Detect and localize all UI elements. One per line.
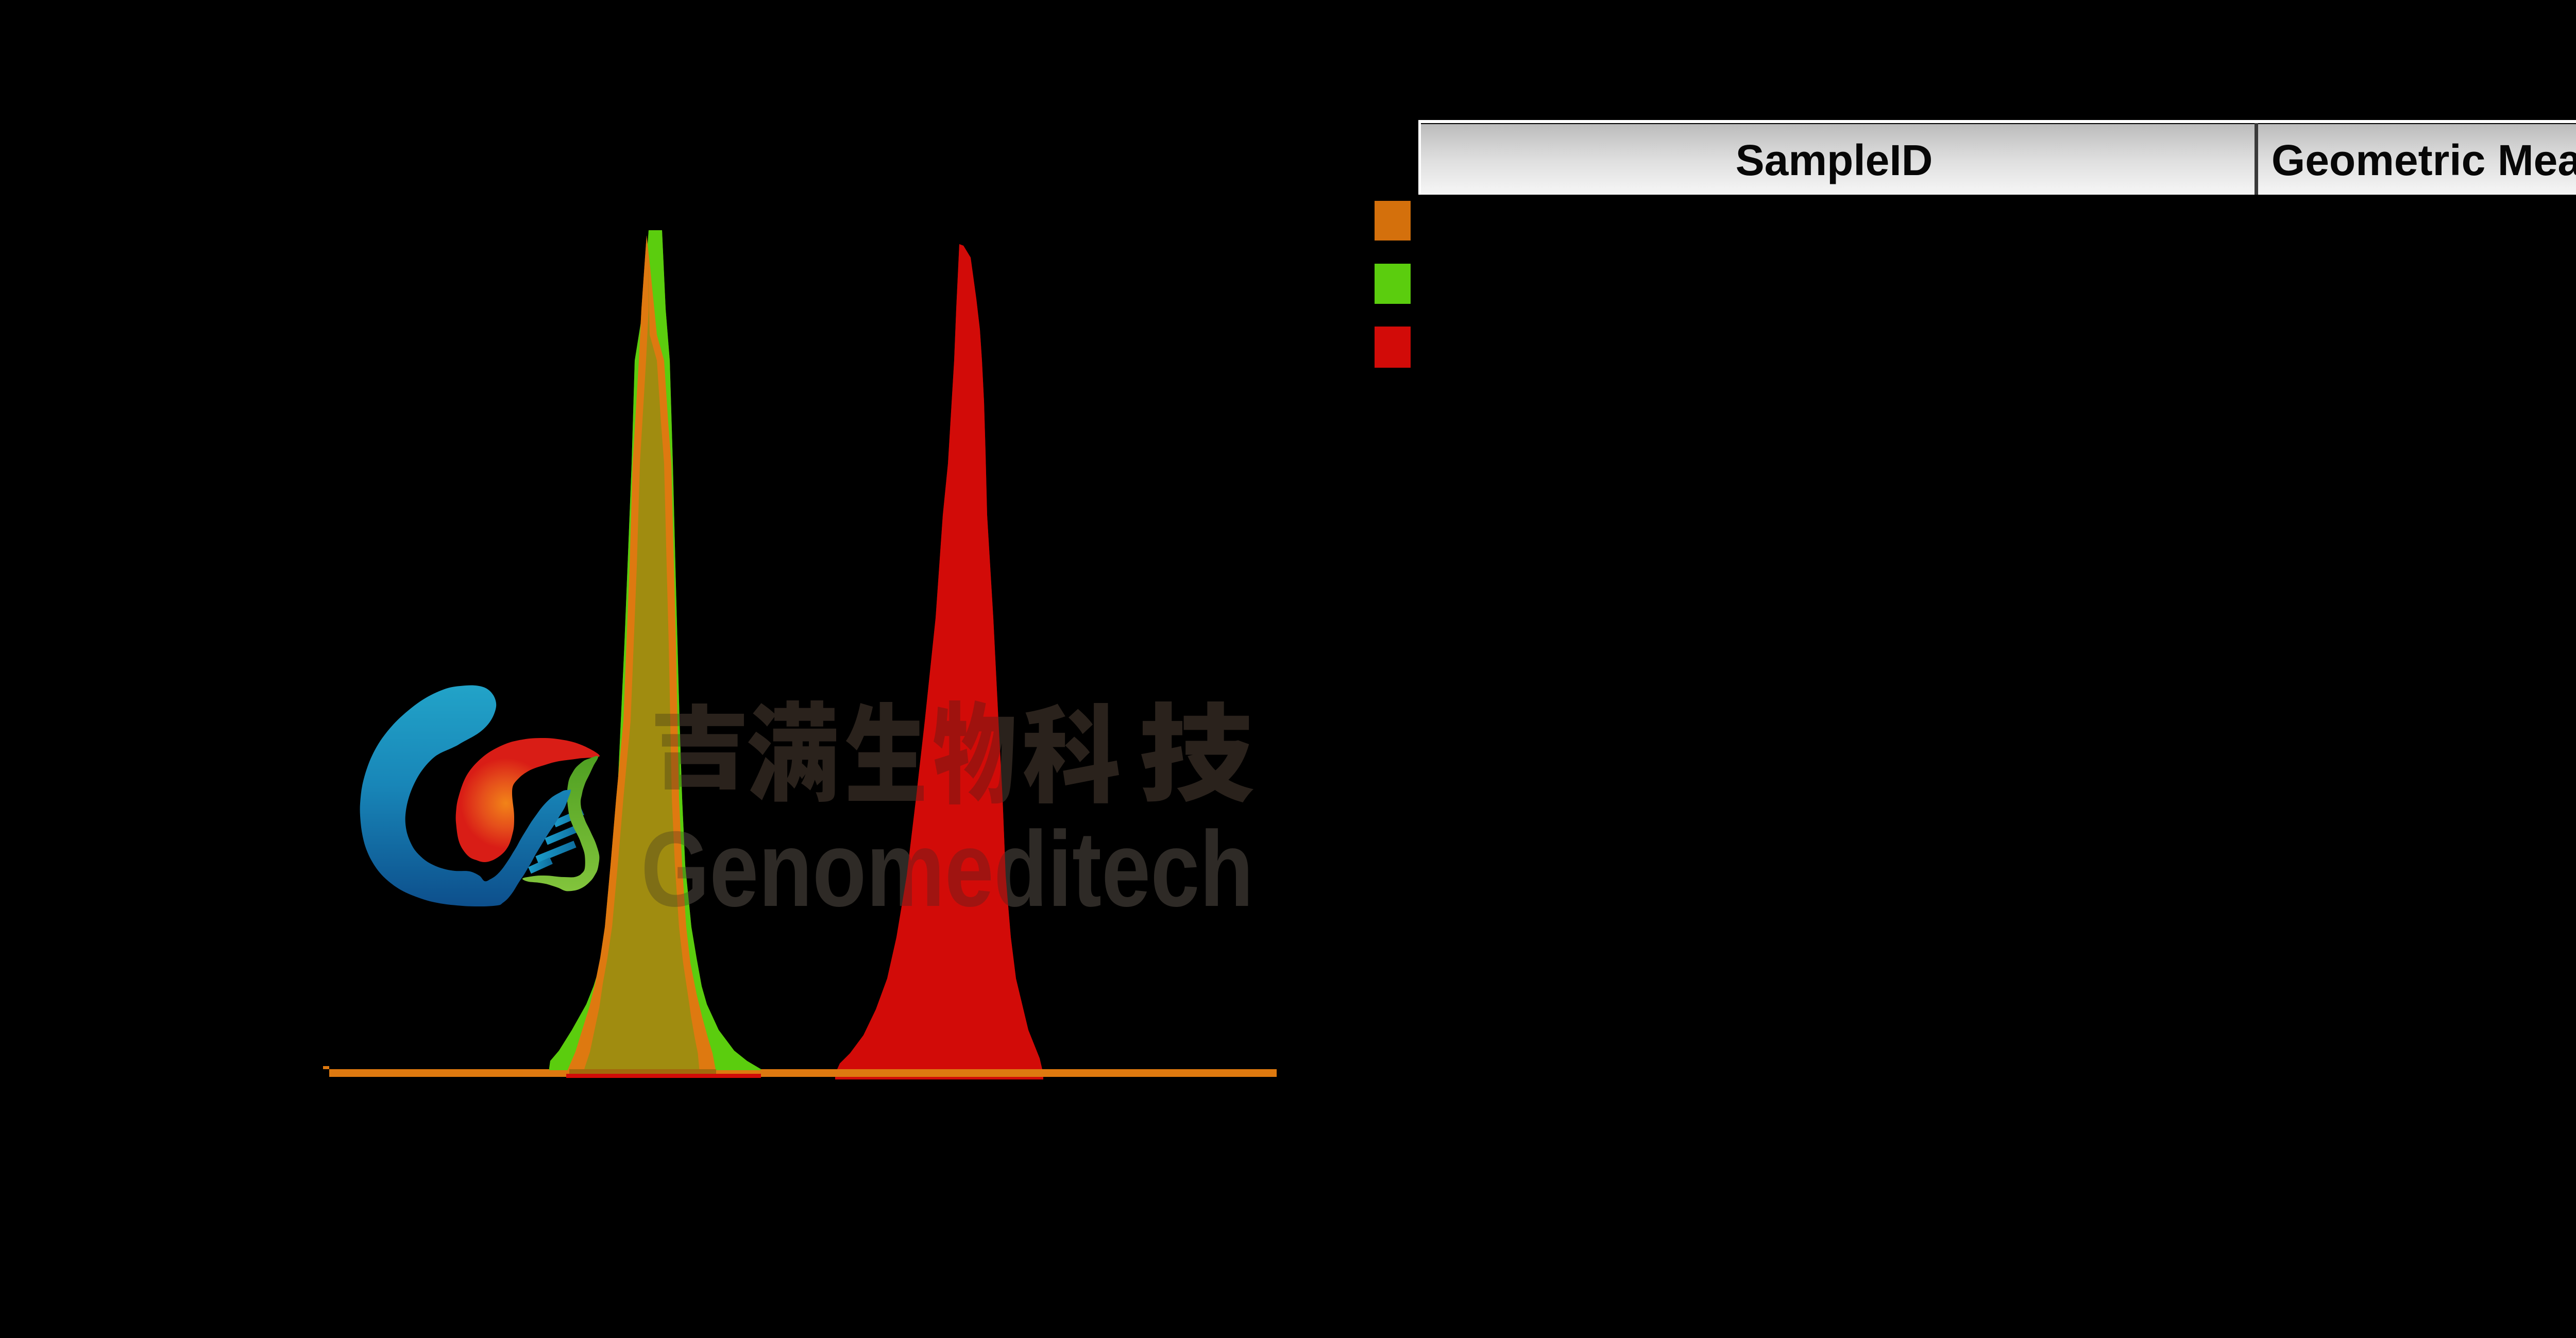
svg-text:SampleID: SampleID	[1736, 136, 1933, 184]
svg-text:Geometric Mean : FL11-H: Geometric Mean : FL11-H	[2272, 136, 2576, 184]
